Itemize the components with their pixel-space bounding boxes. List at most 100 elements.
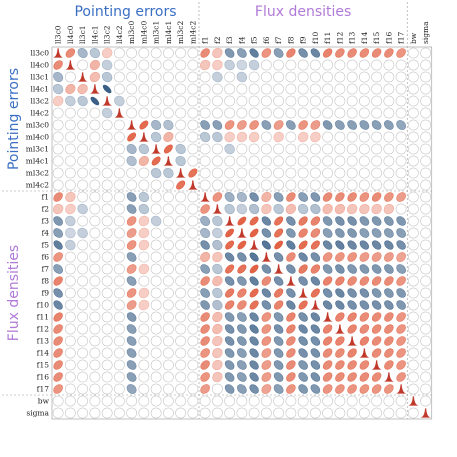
cell-f14-ll4c1 <box>89 347 101 359</box>
cell-f11-ml3c2 <box>175 311 187 323</box>
cell-f2-f12 <box>334 203 345 215</box>
cell-f12-f5 <box>249 324 259 334</box>
cell-ll3c1-sigma <box>420 71 432 83</box>
cell-f1-f10 <box>310 192 321 202</box>
cell-f14-ll3c2 <box>101 347 113 359</box>
cell-f17-f14 <box>359 384 370 394</box>
cell-ll4c1-ll3c0 <box>52 83 64 95</box>
cell-ll3c1-ml4c0 <box>138 71 150 83</box>
cell-ml3c0-bw <box>407 119 419 131</box>
cell-ml3c2-ll3c2 <box>101 167 113 179</box>
cell-sigma-f17 <box>395 407 407 419</box>
cell-f9-f14 <box>359 288 370 298</box>
cell-ml4c1-ml4c0 <box>138 155 149 167</box>
cell-f3-f2 <box>212 215 223 227</box>
cell-f16-f15 <box>371 372 382 382</box>
cell-f13-f2 <box>212 335 223 347</box>
cell-f9-ll4c0 <box>64 287 76 299</box>
cell-f11-f6 <box>261 312 272 322</box>
cell-bw-ml3c1 <box>150 395 162 407</box>
cell-ml3c1-ml3c2 <box>175 143 186 155</box>
cell-ml4c0-ml3c1 <box>150 131 162 143</box>
cell-sigma-f7 <box>273 407 285 419</box>
cell-ll3c0-f6 <box>261 48 272 58</box>
cell-ml3c1-f11 <box>322 143 334 155</box>
cell-f1-f3 <box>224 192 235 202</box>
cell-ll3c0-f17 <box>396 48 406 58</box>
cell-f2-f4 <box>236 203 248 215</box>
cell-ll4c0-bw <box>407 59 419 71</box>
cell-sigma-f6 <box>260 407 272 419</box>
cell-f5-sigma <box>420 239 432 251</box>
group-title-top-flux: Flux densities <box>255 4 351 20</box>
cell-ll3c0-f12 <box>335 48 345 58</box>
cell-ml3c1-f16 <box>383 143 395 155</box>
cell-sigma-ll4c2 <box>113 407 125 419</box>
diagonal-density-bw <box>408 396 419 406</box>
cell-f9-f5 <box>249 288 259 298</box>
cell-f7-f5 <box>249 264 259 274</box>
cell-f16-ml3c2 <box>175 371 187 383</box>
cell-ll4c2-f16 <box>383 107 395 119</box>
cell-ll3c2-f2 <box>211 95 223 107</box>
row-label-f12: f12 <box>37 325 50 334</box>
col-label-f6: f6 <box>262 36 271 44</box>
cell-f5-f1 <box>200 240 210 250</box>
cell-ml4c0-f6 <box>260 131 272 143</box>
cell-f15-ml4c0 <box>138 359 150 371</box>
cell-f16-f7 <box>273 372 284 382</box>
cell-bw-f2 <box>211 395 223 407</box>
cell-ll4c2-ll4c0 <box>64 107 76 119</box>
cell-ll3c1-f16 <box>383 71 395 83</box>
cell-ll3c0-f16 <box>384 48 394 58</box>
cell-f6-ml4c2 <box>187 251 199 263</box>
cell-f6-f5 <box>249 252 259 262</box>
cell-ll3c1-ml3c0 <box>126 71 138 83</box>
cell-f12-f10 <box>310 324 321 334</box>
cell-f11-ll4c0 <box>64 311 76 323</box>
cell-ml4c1-ll3c1 <box>77 155 89 167</box>
cell-sigma-ml4c1 <box>162 407 174 419</box>
cell-f6-ll4c1 <box>89 251 101 263</box>
cell-f15-f7 <box>273 360 284 370</box>
cell-ll3c2-ml3c0 <box>126 95 138 107</box>
cell-f2-ll4c0 <box>65 203 76 215</box>
cell-f5-ml3c2 <box>175 239 187 251</box>
cell-f10-f7 <box>273 300 284 310</box>
cell-f7-f17 <box>396 264 406 274</box>
cell-f2-sigma <box>420 203 432 215</box>
cell-f4-ll3c0 <box>53 228 63 238</box>
cell-f8-ll3c1 <box>77 275 89 287</box>
cell-ml4c1-ll3c0 <box>52 155 64 167</box>
cell-f3-ml4c1 <box>162 215 174 227</box>
cell-f16-ll3c1 <box>77 371 89 383</box>
cell-f13-f5 <box>249 336 259 346</box>
cell-ml4c2-ll4c0 <box>64 179 76 191</box>
cell-f11-f8 <box>286 312 296 322</box>
cell-f12-f16 <box>384 324 394 334</box>
cell-ml3c1-ll4c2 <box>113 143 125 155</box>
cell-ml4c0-ll4c0 <box>64 131 76 143</box>
cell-f12-ml3c0 <box>126 324 137 334</box>
cell-ll4c1-ml3c2 <box>175 83 187 95</box>
cell-ml4c1-f11 <box>322 155 334 167</box>
cell-f12-sigma <box>420 323 432 335</box>
cell-ll4c0-ml3c0 <box>126 59 138 71</box>
col-label-ll4c0: ll4c0 <box>66 25 75 44</box>
cell-f17-ml4c2 <box>187 383 199 395</box>
cell-f10-f6 <box>261 300 272 310</box>
cell-ll3c1-ll3c0 <box>53 71 64 83</box>
cell-ml3c0-f2 <box>212 120 223 130</box>
cell-f4-f11 <box>322 228 333 238</box>
row-label-ml4c0: ml4c0 <box>26 133 49 142</box>
col-label-ll4c2: ll4c2 <box>115 25 124 44</box>
cell-f3-f8 <box>286 216 296 226</box>
cell-ll3c1-f11 <box>322 71 334 83</box>
cell-ml3c0-f17 <box>396 120 407 130</box>
cell-f13-ll4c1 <box>89 335 101 347</box>
cell-f11-f17 <box>396 312 406 322</box>
cell-f3-f5 <box>249 216 259 226</box>
cell-f4-f10 <box>310 228 321 238</box>
cell-ml3c2-f8 <box>285 167 297 179</box>
cell-ll4c0-f15 <box>371 59 383 71</box>
